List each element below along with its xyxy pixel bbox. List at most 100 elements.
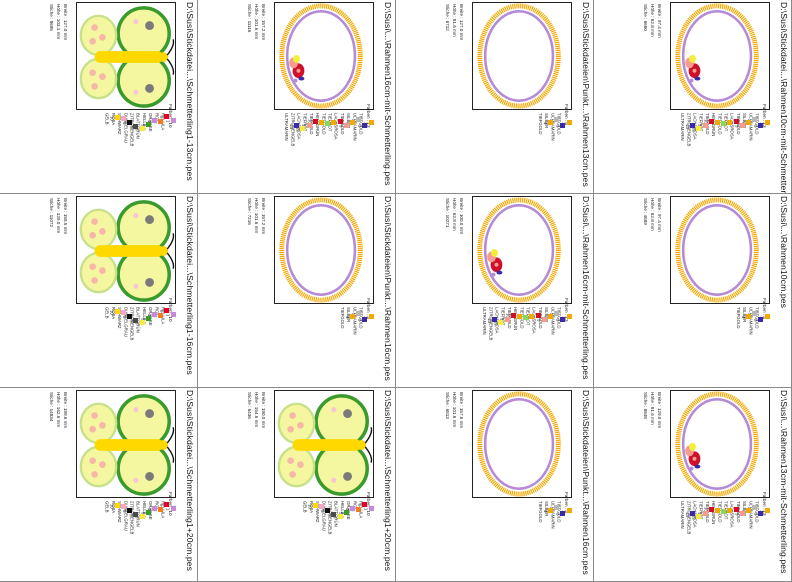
- color-name: HELLGRÜN: [711, 501, 717, 525]
- design-card[interactable]: D:\Susi\Stickdatei...\Rahmen10cm-mit-Sch…: [594, 0, 792, 194]
- color-swatch: [139, 320, 145, 326]
- color-name: ULTRAMARIN: [550, 113, 556, 141]
- design-info-line: Höhe : 101.6 mm: [254, 4, 259, 40]
- color-swatch: [356, 311, 362, 317]
- color-swatch: [318, 120, 324, 126]
- color-count-label: Farben : 13: [564, 298, 569, 322]
- file-path-title: D:\Susi\Stickdateien\Punkt...\Rahmen16cm…: [383, 196, 393, 381]
- color-legend-item: 5 LACHSROSA: [730, 500, 745, 528]
- design-info-line: Stiche : 10271: [445, 198, 450, 228]
- color-swatch: [739, 122, 745, 128]
- color-number: 7: [326, 514, 332, 517]
- design-info-line: Höhe : 162.6 mm: [56, 392, 61, 428]
- color-swatch: [733, 118, 739, 124]
- color-swatch: [127, 508, 133, 514]
- color-swatch: [764, 508, 770, 514]
- color-number: 5: [536, 318, 542, 321]
- frame-inner-ring: [681, 398, 753, 490]
- color-name: TIEFGOLD: [537, 113, 543, 135]
- color-name: ROSA: [110, 113, 116, 126]
- color-name: ZITRONENGELB: [327, 501, 333, 535]
- frame-outer-ring: [675, 391, 759, 497]
- color-name: SILBER: [742, 501, 748, 517]
- color-swatch: [758, 511, 764, 517]
- color-legend-item: 3SILBER: [544, 112, 560, 128]
- color-swatch: [312, 118, 318, 124]
- design-preview-frame: [76, 390, 176, 498]
- color-name: SILBER: [346, 113, 352, 129]
- color-name: SILBER: [544, 307, 550, 323]
- design-card[interactable]: D:\Susi\...\Rahmen16cm-mit-Schmetterling…: [396, 194, 594, 388]
- color-number: 1: [364, 122, 369, 124]
- color-name: ROSA: [308, 501, 314, 514]
- color-number: 4: [740, 316, 746, 319]
- design-card[interactable]: D:\Susi\...\Rahmen10cm.pes Breite : 97.4 …: [594, 194, 792, 388]
- color-swatch: [331, 512, 337, 518]
- color-name: LACHSROSA: [333, 113, 339, 140]
- color-count-label: Farben : 13: [366, 104, 371, 128]
- color-name: TIEFROT: [302, 113, 308, 132]
- color-number: 5: [338, 124, 344, 127]
- color-swatch: [164, 308, 170, 314]
- design-preview: [675, 197, 759, 303]
- file-path-title: D:\Susi\...\Rahmen10cm.pes: [779, 196, 789, 308]
- design-card[interactable]: D:\Susi\Stickdateien\Punkt...\Rahmen16cm…: [198, 194, 396, 388]
- color-number: 1: [562, 122, 567, 124]
- color-legend-item: 12 ZITRONENGELB: [488, 306, 504, 341]
- color-number: 11: [698, 512, 703, 516]
- design-card[interactable]: D:\Susi\Stickdatei...\Schmetterling1-13c…: [0, 0, 198, 194]
- design-info-line: Höhe : 101.6 mm: [254, 198, 259, 234]
- color-swatch: [745, 314, 751, 320]
- color-swatch: [554, 311, 560, 317]
- color-number: 2: [357, 319, 363, 322]
- color-swatch: [133, 318, 139, 324]
- color-number: 2: [159, 503, 165, 507]
- color-number: 2: [159, 115, 165, 119]
- design-card[interactable]: D:\Susi\...\Rahmen16cm-mit-Schmetterling…: [198, 0, 396, 194]
- color-name: HELLILA: [339, 501, 345, 519]
- color-number: 1: [165, 119, 171, 123]
- color-name: GELB: [104, 113, 110, 125]
- design-card[interactable]: D:\Susi\Stickdatei...\Schmetterling1-16c…: [0, 194, 198, 388]
- design-card[interactable]: D:\Susi\...\Rahmen13cm-mit-Schmetterling…: [594, 388, 792, 582]
- color-swatch: [170, 506, 176, 512]
- color-swatch: [733, 506, 739, 512]
- color-swatch: [368, 506, 374, 512]
- color-name: SCHWARZ: [117, 307, 123, 329]
- color-name: HELLGRÜN: [513, 307, 519, 331]
- color-swatch: [151, 312, 157, 318]
- design-preview: [675, 3, 759, 109]
- color-number: 1: [562, 510, 567, 512]
- color-number: 5: [141, 318, 146, 320]
- design-card[interactable]: D:\Susi\Stickdatei...\Schmetterling1+20c…: [0, 388, 198, 582]
- color-swatch: [318, 503, 324, 509]
- color-number: 2: [753, 125, 759, 128]
- color-legend-item: 10 TIEFROT: [501, 306, 516, 325]
- design-preview: [279, 197, 363, 303]
- color-name: ULTRAMARIN: [550, 501, 556, 529]
- color-number: 4: [344, 316, 350, 319]
- design-card[interactable]: D:\Susi\Stickdateien\Punkt...\Rahmen16cm…: [396, 388, 594, 582]
- design-info-line: Stiche : 11072: [49, 198, 54, 228]
- color-swatch: [745, 120, 751, 126]
- design-preview-frame: [472, 2, 572, 110]
- color-number: 2: [555, 125, 561, 128]
- color-swatch: [158, 506, 164, 512]
- design-card[interactable]: D:\Susi\Stickdateien\Punkt...\Rahmen13cm…: [396, 0, 594, 194]
- color-swatch: [300, 126, 306, 132]
- color-name: TIEFGOLD: [358, 113, 364, 135]
- color-number: 4: [146, 119, 152, 123]
- design-info-line: Höhe : 129.0 mm: [56, 198, 61, 234]
- color-name: HELLGRÜN: [315, 113, 321, 137]
- small-butterfly: [685, 443, 701, 471]
- color-name: ROT: [352, 501, 357, 510]
- color-name: ROT: [154, 307, 159, 316]
- color-swatch: [356, 506, 362, 512]
- color-swatch: [529, 314, 535, 320]
- design-card[interactable]: D:\Susi\Stickdatei...\Schmetterling1+20c…: [198, 388, 396, 582]
- color-number: 10: [307, 119, 313, 125]
- color-legend-item: 2ROT: [154, 500, 170, 510]
- color-name: ZITRONENGELB: [488, 307, 494, 341]
- design-info-line: Breite : 127.0 mm: [63, 4, 68, 41]
